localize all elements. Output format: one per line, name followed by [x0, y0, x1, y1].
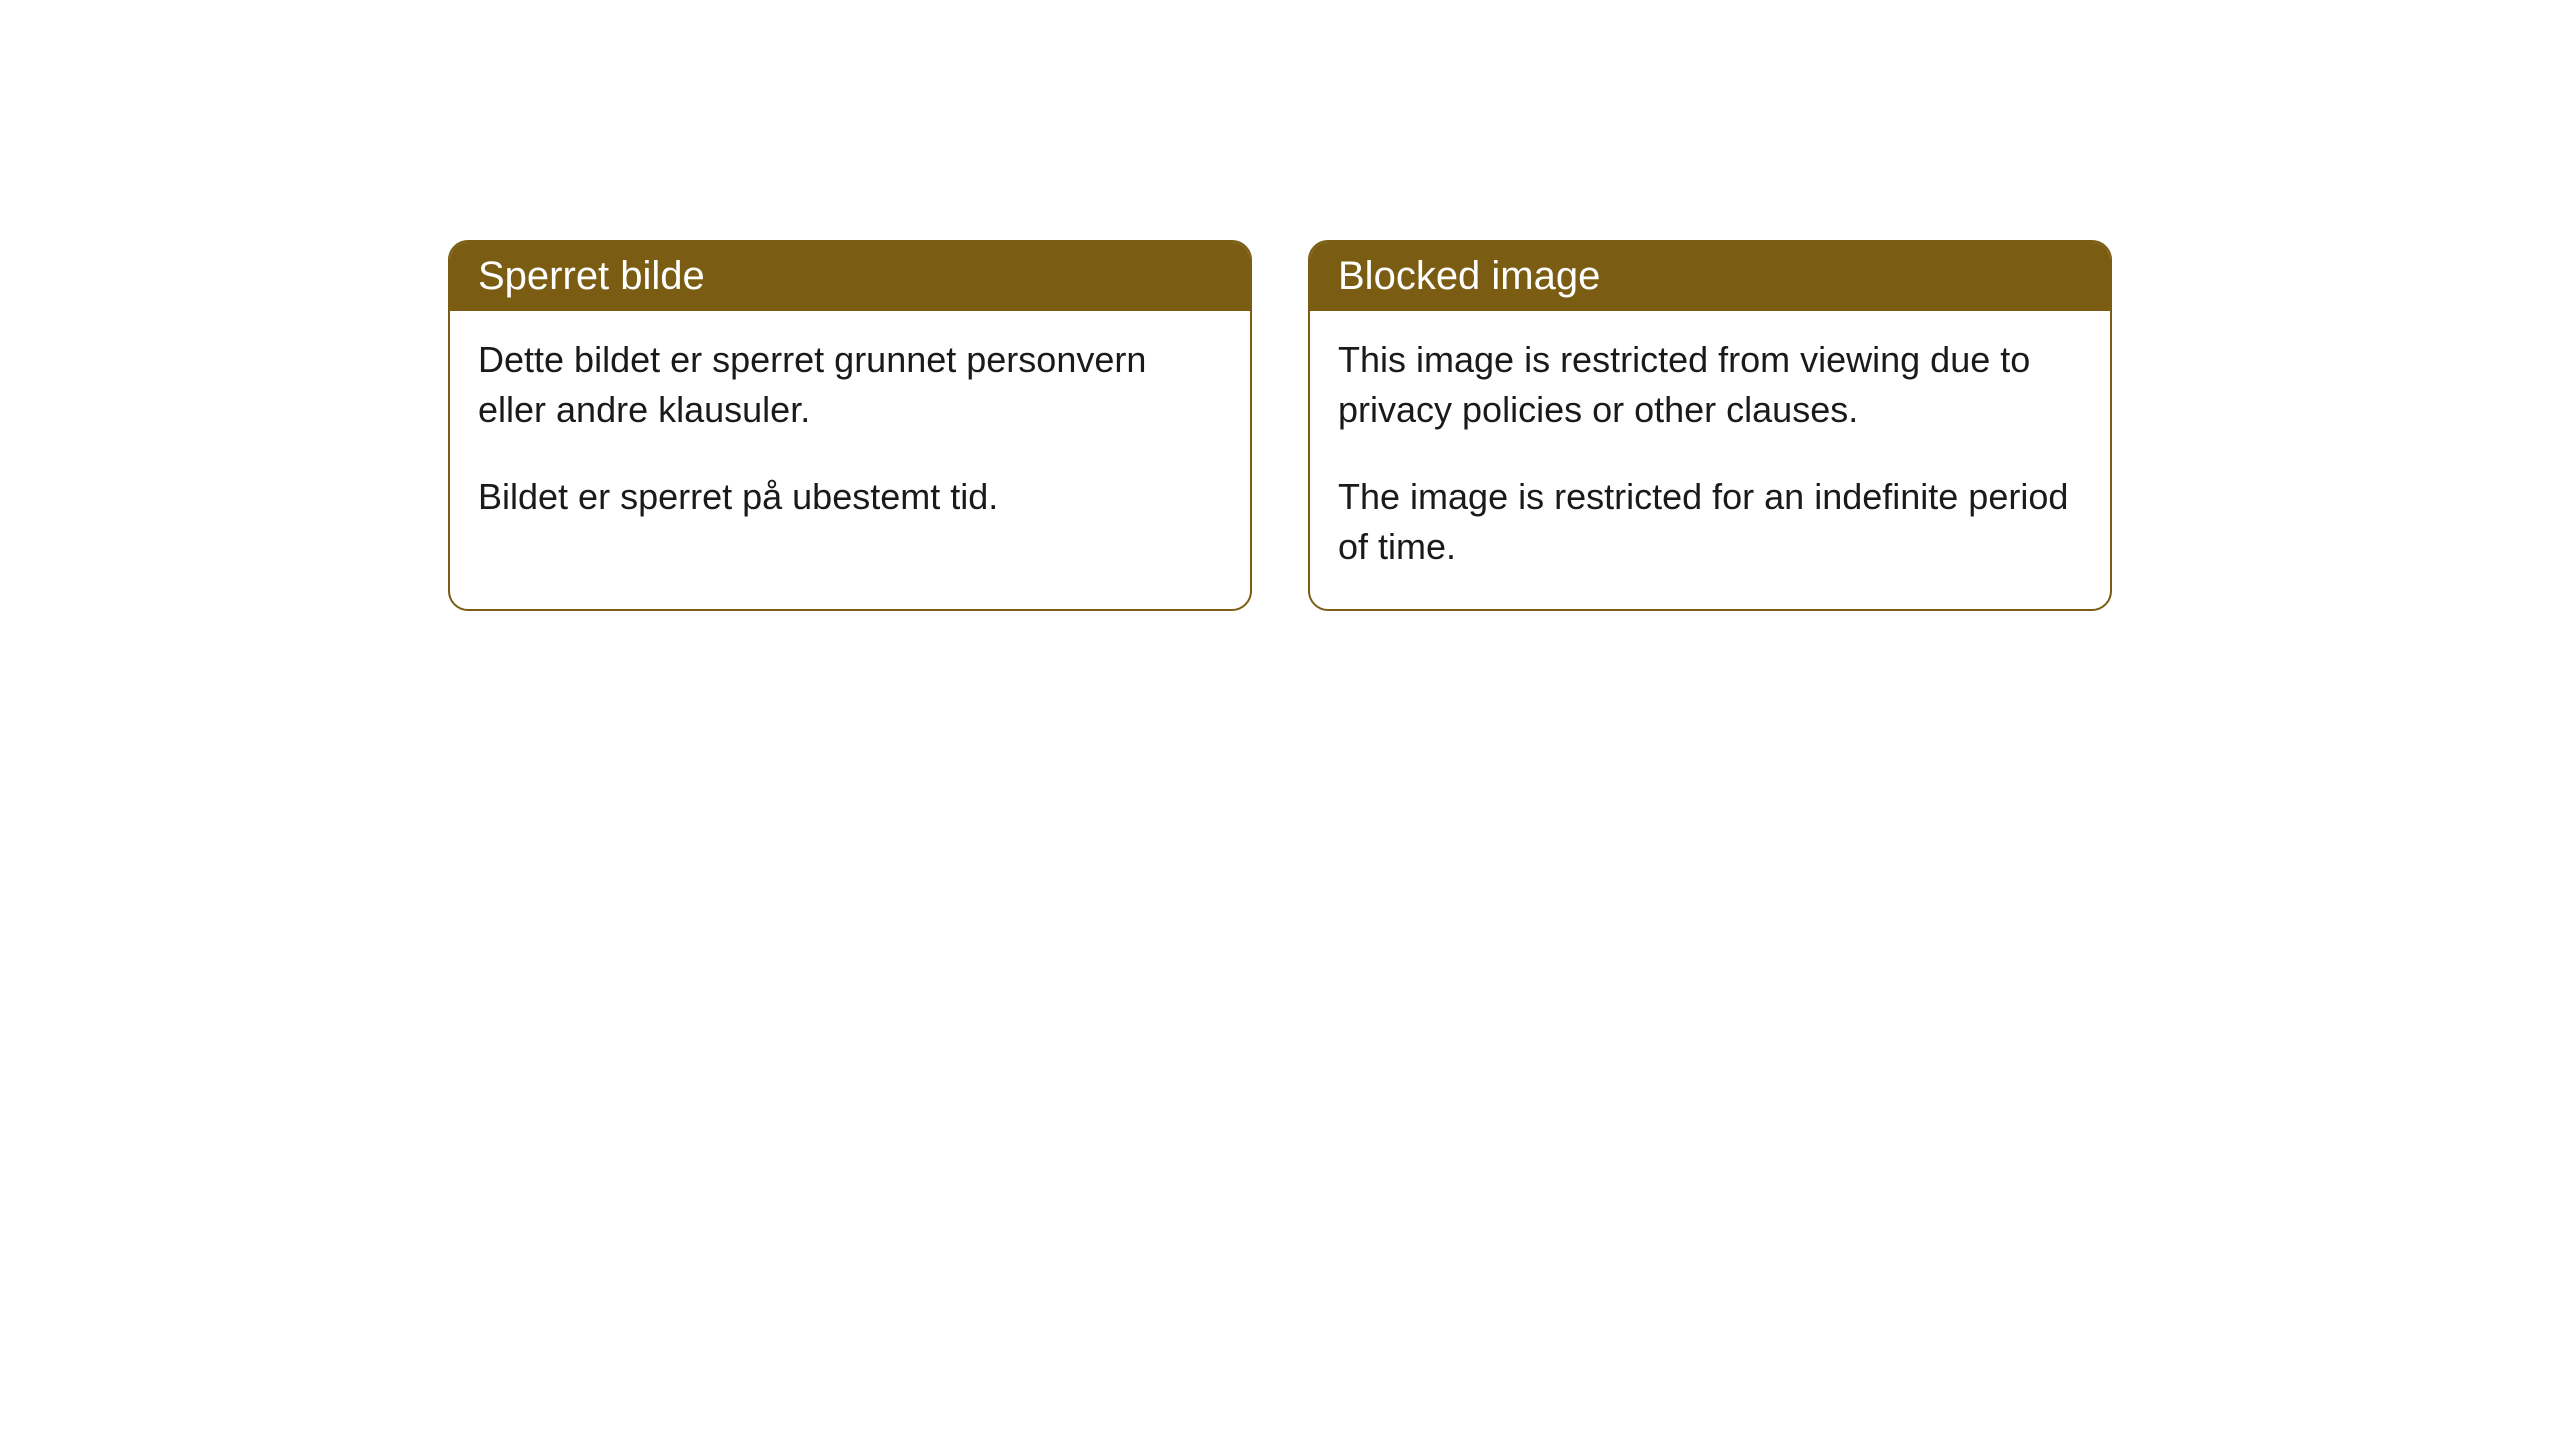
notice-paragraph-1: This image is restricted from viewing du… [1338, 335, 2082, 436]
notice-header: Sperret bilde [450, 242, 1250, 311]
notice-card-english: Blocked image This image is restricted f… [1308, 240, 2112, 611]
notice-body: This image is restricted from viewing du… [1310, 311, 2110, 609]
notice-paragraph-1: Dette bildet er sperret grunnet personve… [478, 335, 1222, 436]
notice-card-norwegian: Sperret bilde Dette bildet er sperret gr… [448, 240, 1252, 611]
notice-container: Sperret bilde Dette bildet er sperret gr… [0, 0, 2560, 611]
notice-paragraph-2: Bildet er sperret på ubestemt tid. [478, 472, 1222, 522]
notice-header: Blocked image [1310, 242, 2110, 311]
notice-paragraph-2: The image is restricted for an indefinit… [1338, 472, 2082, 573]
notice-body: Dette bildet er sperret grunnet personve… [450, 311, 1250, 558]
